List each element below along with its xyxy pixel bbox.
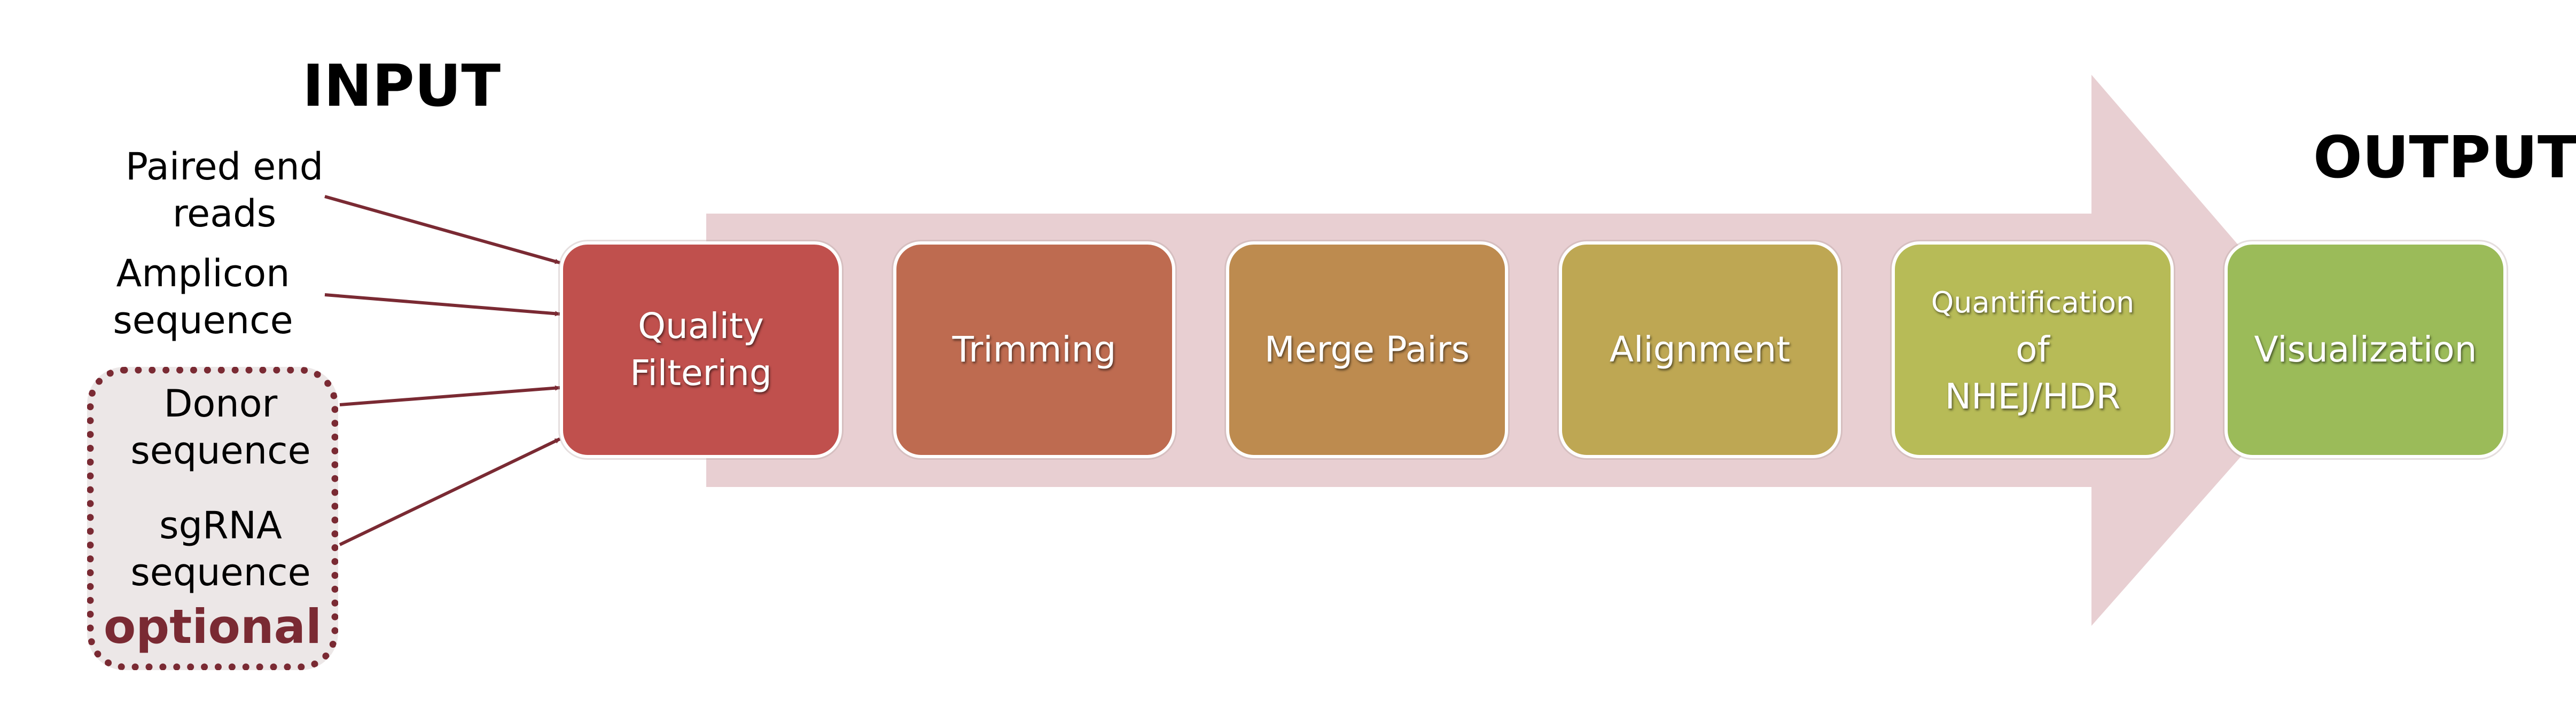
input-sgrna-sequence: sgRNA sequence	[130, 504, 311, 594]
step-quality-filtering-label: Quality Filtering	[630, 305, 772, 394]
connector-amplicon-sequence	[324, 293, 560, 317]
optional-inputs-box	[87, 367, 338, 670]
connector-sgrna-sequence	[339, 437, 561, 546]
output-heading: OUTPUT	[2313, 124, 2576, 191]
input-paired-end-reads: Paired end reads	[125, 145, 324, 235]
step-merge-pairs: Merge Pairs	[1226, 241, 1508, 458]
step-quantification: Quantification of NHEJ/HDR	[1892, 241, 2174, 458]
optional-label: optional	[103, 599, 322, 654]
connector-paired-end-reads	[324, 195, 560, 264]
step-trimming-label: Trimming	[952, 329, 1117, 370]
step-visualization-label: Visualization	[2254, 329, 2477, 370]
step-trimming: Trimming	[893, 241, 1175, 458]
step-alignment-label: Alignment	[1609, 329, 1791, 370]
connector-donor-sequence	[339, 385, 560, 406]
input-connectors	[324, 195, 561, 546]
step-quantification-label: Quantification of NHEJ/HDR	[1931, 286, 2135, 417]
input-donor-sequence: Donor sequence	[130, 382, 311, 473]
pipeline-arrow	[706, 75, 2332, 626]
step-quality-filtering: Quality Filtering	[560, 241, 842, 458]
input-heading: INPUT	[302, 53, 501, 120]
input-amplicon-sequence: Amplicon sequence	[113, 252, 293, 342]
step-visualization: Visualization	[2224, 241, 2507, 458]
step-merge-pairs-label: Merge Pairs	[1264, 329, 1470, 370]
step-alignment: Alignment	[1559, 241, 1841, 458]
